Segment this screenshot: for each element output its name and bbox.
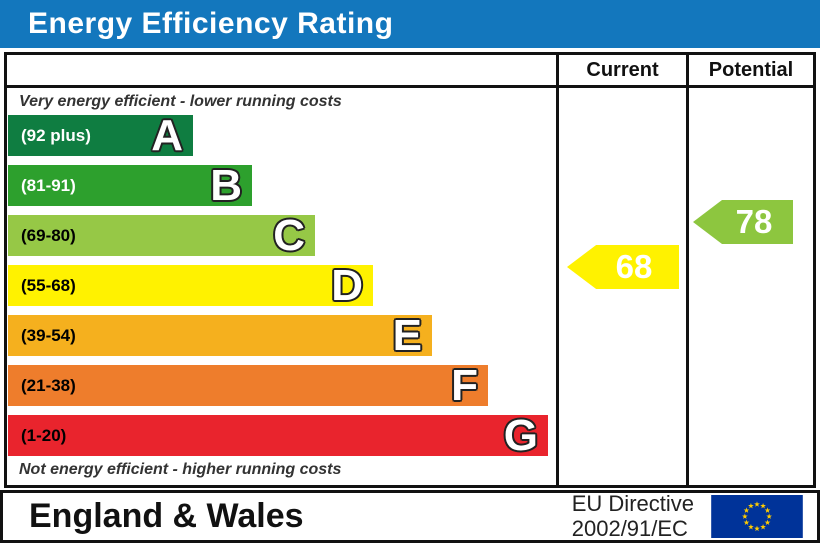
top-note: Very energy efficient - lower running co… <box>19 93 342 110</box>
band-row-f: (21-38) F <box>8 361 556 410</box>
rating-table: Current Potential Very energy efficient … <box>4 52 816 488</box>
potential-column-header: Potential <box>686 55 813 88</box>
band-bar-c: (69-80) C <box>8 211 315 260</box>
band-row-c: (69-80) C <box>8 211 556 260</box>
band-bar-f: (21-38) F <box>8 361 488 410</box>
band-bar-g: (1-20) G <box>8 411 548 460</box>
band-row-e: (39-54) E <box>8 311 556 360</box>
band-letter: B <box>210 161 242 210</box>
band-letter: E <box>392 311 422 360</box>
current-column-header: Current <box>556 55 686 88</box>
band-letter: A <box>151 111 183 160</box>
potential-rating-value: 78 <box>735 203 773 240</box>
band-row-b: (81-91) B <box>8 161 556 210</box>
current-rating-arrow: 68 <box>567 245 679 289</box>
band-list: (92 plus) A (81-91) B (69-80) C <box>8 111 556 465</box>
eu-directive-line1: EU Directive <box>571 490 694 516</box>
region-label: England & Wales <box>29 497 304 535</box>
band-range-label: (92 plus) <box>21 125 91 145</box>
band-row-a: (92 plus) A <box>8 111 556 160</box>
eu-directive-label: EU Directive 2002/91/EC <box>571 490 694 541</box>
band-row-d: (55-68) D <box>8 261 556 310</box>
title-bar: Energy Efficiency Rating <box>0 0 820 48</box>
band-range-label: (21-38) <box>21 375 76 395</box>
header-empty-cell <box>7 55 556 88</box>
footer-bar: England & Wales EU Directive 2002/91/EC <box>0 490 820 543</box>
band-letter: C <box>273 211 305 260</box>
band-range-label: (39-54) <box>21 325 76 345</box>
band-range-label: (55-68) <box>21 275 76 295</box>
band-bar-b: (81-91) B <box>8 161 252 210</box>
bands-column: Very energy efficient - lower running co… <box>7 88 556 485</box>
current-rating-value: 68 <box>615 248 653 285</box>
band-bar-d: (55-68) D <box>8 261 373 310</box>
eu-directive-line2: 2002/91/EC <box>571 515 688 541</box>
band-bar-e: (39-54) E <box>8 311 432 360</box>
page-title: Energy Efficiency Rating <box>28 7 394 40</box>
band-range-label: (1-20) <box>21 425 67 445</box>
band-letter: D <box>331 261 363 310</box>
band-range-label: (81-91) <box>21 175 76 195</box>
band-row-g: (1-20) G <box>8 411 556 460</box>
eu-flag-icon <box>711 495 803 538</box>
current-column: 68 <box>556 88 686 485</box>
band-bar-a: (92 plus) A <box>8 111 193 160</box>
band-range-label: (69-80) <box>21 225 76 245</box>
band-letter: G <box>503 411 538 460</box>
potential-rating-arrow: 78 <box>693 200 793 244</box>
bottom-note: Not energy efficient - higher running co… <box>19 461 342 478</box>
eu-flag-stars <box>742 501 772 532</box>
band-letter: F <box>451 361 478 410</box>
potential-column: 78 <box>686 88 813 485</box>
